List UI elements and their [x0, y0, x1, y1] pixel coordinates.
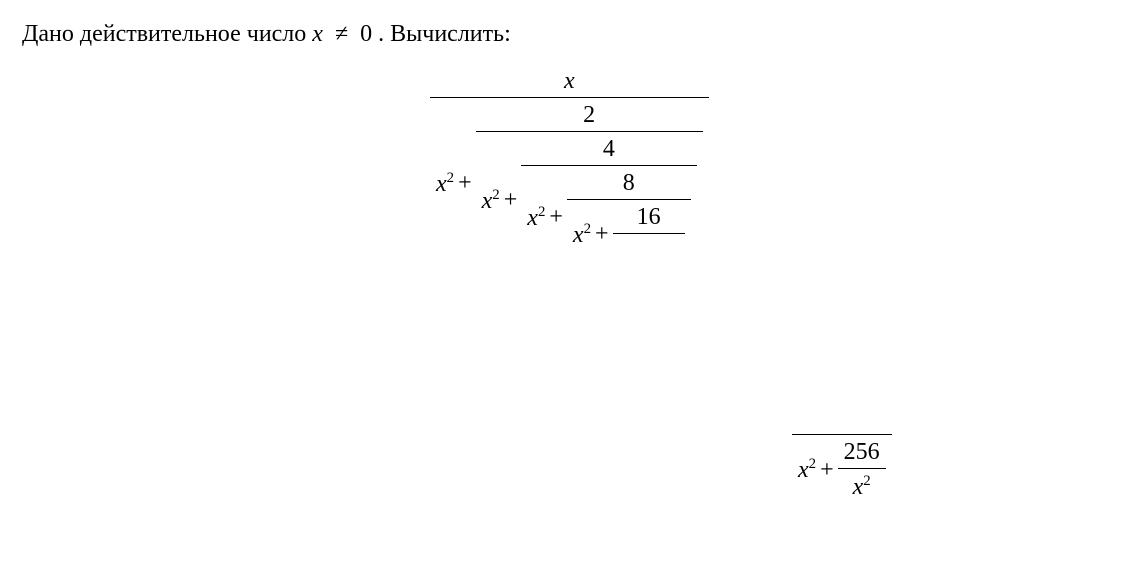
variable-x: x [312, 21, 323, 47]
numerator-4: 4 [521, 136, 696, 165]
frac-level-1: 2 x2 + 4 x2 + [476, 102, 703, 265]
text-suffix: . Вычислить: [378, 21, 511, 47]
x-squared: x2 [798, 456, 816, 484]
plus-sign: + [591, 221, 613, 248]
tail-inner-frac: 256 x2 [838, 439, 886, 501]
problem-statement: Дано действительное число x ≠ 0 . Вычисл… [22, 18, 1125, 52]
frac-level-3: 8 x2 + 16 [567, 170, 691, 265]
text-prefix: Дано действительное число [22, 21, 312, 47]
frac-level-2: 4 x2 + 8 [521, 136, 696, 265]
continued-fraction: x x2 + 2 x2 + 4 [430, 68, 709, 265]
plus-sign: + [816, 457, 838, 484]
x-squared: x2 [853, 474, 871, 500]
numerator-256: 256 [838, 439, 886, 468]
neq-symbol: ≠ [335, 21, 348, 47]
x-squared: x2 [527, 204, 545, 232]
numerator-x: x [564, 68, 575, 94]
x-squared: x2 [436, 170, 454, 198]
literal-zero: 0 [360, 21, 372, 47]
frac-level-0: x x2 + 2 x2 + 4 [430, 68, 709, 265]
frac-level-4: 16 [613, 204, 685, 265]
plus-sign: + [500, 187, 522, 214]
x-squared: x2 [573, 221, 591, 249]
page: Дано действительное число x ≠ 0 . Вычисл… [0, 0, 1147, 573]
numerator-2: 2 [476, 102, 703, 131]
tail-outer-frac: x2 + 256 x2 [792, 405, 892, 501]
plus-sign: + [454, 170, 476, 197]
plus-sign: + [545, 204, 567, 231]
numerator-8: 8 [567, 170, 691, 199]
continued-fraction-tail: x2 + 256 x2 [792, 405, 892, 501]
numerator-16: 16 [613, 204, 685, 233]
x-squared: x2 [482, 187, 500, 215]
